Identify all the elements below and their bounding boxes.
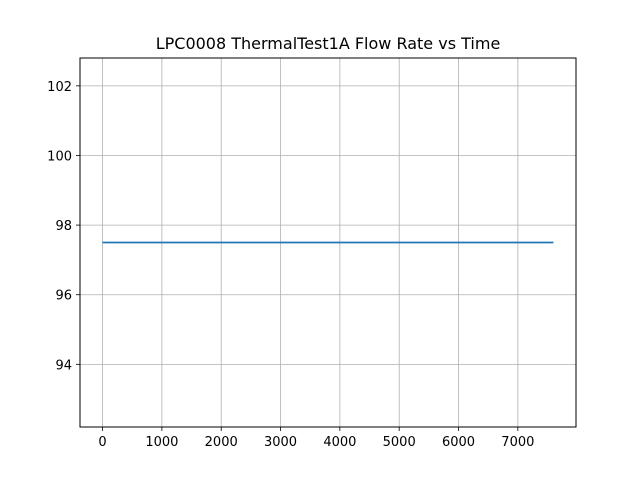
y-tick-label: 100 [47,149,72,164]
x-tick-label: 6000 [442,435,475,450]
y-tick-label: 94 [55,358,72,373]
y-tick-label: 96 [55,289,72,304]
x-tick-label: 4000 [323,435,356,450]
x-tick-label: 0 [98,435,106,450]
x-tick-label: 7000 [501,435,534,450]
x-tick-label: 3000 [264,435,297,450]
ticks-group [76,85,519,431]
tick-labels-group: 0 1000 2000 3000 4000 5000 6000 7000 94 96 98 100 10… [47,80,534,450]
y-tick-label: 98 [55,219,72,234]
axes-frame [79,57,577,428]
x-tick-label: 5000 [383,435,416,450]
y-tick-label: 102 [47,80,72,95]
x-tick-label: 2000 [205,435,238,450]
x-tick-label: 1000 [145,435,178,450]
chart-title: LPC0008 ThermalTest1A Flow Rate vs Time [156,34,501,53]
